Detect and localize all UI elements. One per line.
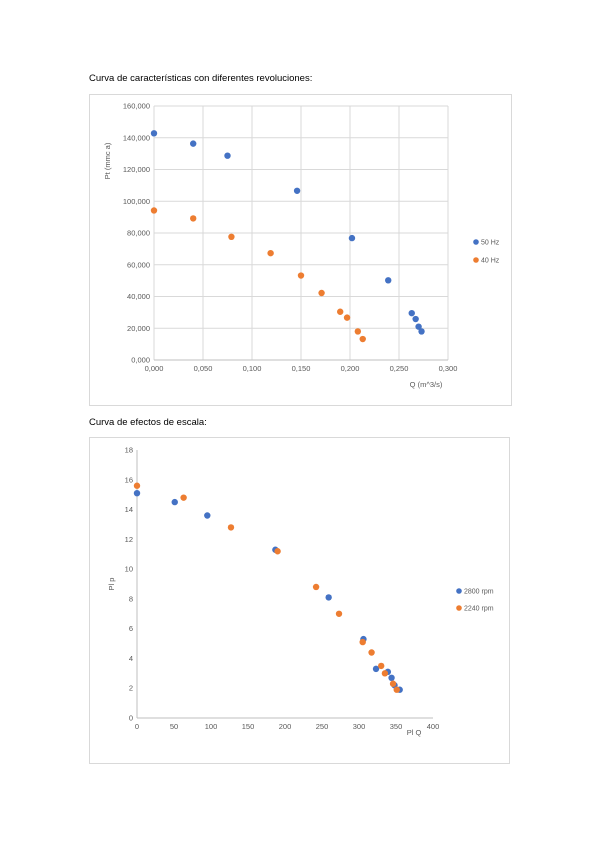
chart2-point-series2 [133,482,141,489]
chart2-y-tick-label: 16 [125,475,133,484]
chart2-x-tick-label: 50 [170,722,178,731]
chart1-y-tick-label: 40,000 [127,292,150,301]
chart1-plot: 0,000 20,000 40,000 60,000 80,000 100,000 120,… [103,102,500,390]
chart1-point-series1 [408,309,415,317]
chart1-point-series2 [343,314,351,321]
chart1-y-tick-label: 100,000 [123,197,150,206]
chart1-point-series2 [318,289,325,297]
chart1-x-axis-title: Q (m^3/s) [410,380,443,389]
chart1-point-series1 [348,234,356,242]
chart1-point-series1 [415,323,422,330]
chart2-point-series2 [389,680,397,687]
chart2-point-series2 [227,524,235,531]
chart1-y-tick-label: 20,000 [127,324,150,333]
chart2-point-series1 [204,512,211,519]
chart2-y-tick-label: 18 [125,446,133,455]
chart2-x-tick-label: 0 [135,722,139,731]
chart2-caption: Curva de efectos de escala: [89,417,207,428]
chart2-point-series2 [274,548,281,555]
chart2-x-axis-title: Pl Q [407,728,422,737]
chart1-legend-marker-series1 [473,239,479,245]
chart1-y-tick-label: 0,000 [131,356,150,365]
chart2-point-series1 [372,665,380,673]
chart1-y-tick-label: 140,000 [123,133,150,142]
chart1-point-series1 [293,187,301,194]
chart1-x-tick-label: 0,000 [145,364,164,373]
chart1-x-tick-label: 0,100 [243,364,262,373]
chart1-y-tick-label: 80,000 [127,229,150,238]
chart1-x-tick-label: 0,050 [194,364,213,373]
chart1-point-series2 [267,249,274,257]
chart2-point-series2 [180,494,187,501]
chart1-point-series1 [150,130,158,137]
chart2-point-series2 [312,583,320,591]
chart2-x-tick-label: 350 [390,722,403,731]
chart1-point-series1 [190,140,197,147]
chart1-caption: Curva de características con diferentes … [89,73,313,84]
chart1-x-tick-label: 0,250 [390,364,409,373]
chart2-y-tick-label: 10 [125,565,133,574]
chart2-y-tick-label: 2 [129,684,133,693]
chart1-y-tick-label: 120,000 [123,165,150,174]
chart2-point-series1 [388,674,395,681]
chart2-x-tick-label: 400 [427,722,440,731]
chart1-x-tick-label: 0,150 [292,364,311,373]
chart2-legend-marker-series1 [456,588,462,594]
chart1-point-series2 [190,215,197,222]
chart1-point-series2 [359,335,366,343]
chart1-y-tick-label: 160,000 [123,102,150,111]
chart2-y-tick-label: 6 [129,624,133,633]
chart2-x-tick-label: 150 [242,722,255,731]
chart2-plot: 0 2 4 6 8 10 12 14 16 18 0 50 100 150 200 250 300 350 400 P… [107,446,494,738]
chart2-point-series2 [378,662,385,670]
chart2-point-series1 [133,489,141,497]
chart1-x-tick-label: 0,200 [341,364,360,373]
chart1-legend-label-series2: 40 Hz [481,258,500,265]
chart1-x-tick-label: 0,300 [439,364,458,373]
chart2-x-tick-label: 250 [316,722,329,731]
chart2-y-tick-label: 4 [129,654,133,663]
chart2-legend-label-series2: 2240 rpm [464,606,494,613]
chart1-legend-marker-series2 [473,257,479,263]
chart2-y-tick-label: 14 [125,505,133,514]
chart1-point-series2 [228,233,235,241]
chart2-x-tick-label: 300 [353,722,366,731]
chart1-point-series2 [150,207,158,214]
chart1-point-series2 [297,272,305,279]
chart1-y-tick-label: 60,000 [127,260,150,269]
chart1-frame: 0,000 20,000 40,000 60,000 80,000 100,000 120,… [89,94,512,406]
chart2-point-series1 [171,498,178,506]
chart2-point-series2 [368,649,375,656]
chart1-legend-label-series1: 50 Hz [481,240,500,247]
chart2-legend-marker-series2 [456,605,462,611]
chart2-point-series2 [393,686,400,693]
chart2-x-tick-label: 200 [279,722,292,731]
chart1-y-axis-title: Pt (mmc a) [103,142,112,179]
chart1-point-series2 [337,308,344,315]
chart2-y-tick-label: 0 [129,714,133,723]
chart2-point-series2 [335,610,343,617]
chart2-frame: 0 2 4 6 8 10 12 14 16 18 0 50 100 150 200 250 300 350 400 P… [89,437,510,764]
chart2-y-tick-label: 12 [125,535,133,544]
chart1-point-series2 [354,328,362,335]
chart1-point-series1 [385,277,392,284]
chart2-y-axis-title: Pl p [107,578,116,591]
chart2-y-tick-label: 8 [129,594,133,603]
chart1-point-series1 [418,328,425,335]
chart2-x-tick-label: 100 [205,722,218,731]
chart1-point-series1 [412,315,419,323]
chart2-legend-label-series1: 2800 rpm [464,589,494,596]
chart2-point-series2 [359,638,366,646]
chart1-point-series1 [224,152,231,159]
chart2-point-series2 [381,670,389,677]
chart2-point-series1 [325,594,332,601]
